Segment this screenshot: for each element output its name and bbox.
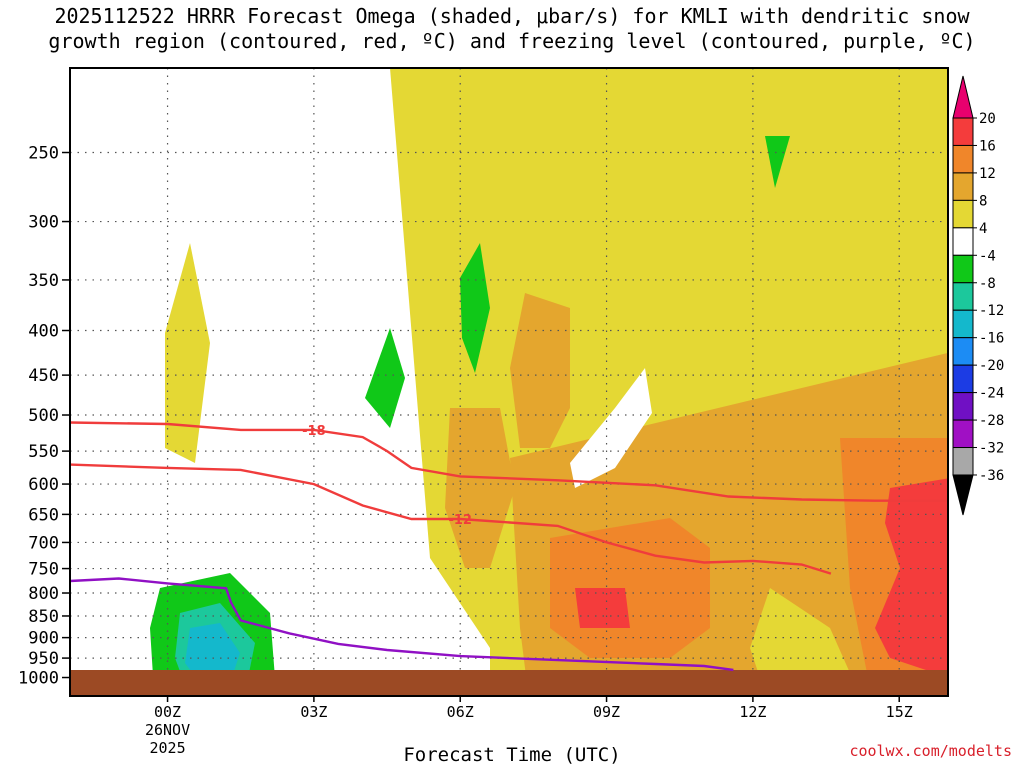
colorbar-bin-2 (952, 144, 974, 174)
colorbar-label-1: 16 (979, 138, 996, 154)
colorbar-bin-6 (952, 254, 974, 284)
colorbar-label-7: -12 (979, 303, 1004, 319)
colorbar-label-0: 20 (979, 111, 996, 127)
ytick-label-850: 850 (28, 607, 59, 627)
xtick-label-12Z: 12Z (739, 703, 766, 721)
colorbar-bottom-arrow (952, 474, 974, 516)
colorbar-bin-1 (952, 117, 974, 146)
ytick-label-250: 250 (28, 144, 59, 164)
omega-region-18 (570, 368, 652, 488)
ytick-label-400: 400 (28, 322, 59, 342)
ytick-label-900: 900 (28, 629, 59, 649)
omega-region-6 (550, 518, 710, 658)
title-line-2: growth region (contoured, red, ºC) and f… (48, 29, 976, 53)
colorbar-label-13: -36 (979, 468, 1004, 484)
omega-region-1 (165, 243, 210, 463)
ytick-label-300: 300 (28, 213, 59, 233)
colorbar-bin-3 (952, 172, 974, 201)
omega-region-14 (765, 136, 790, 188)
omega-region-4 (445, 408, 515, 568)
colorbar-label-10: -24 (979, 386, 1004, 402)
xtick-label-06Z: 06Z (447, 703, 474, 721)
colorbar-label-11: -28 (979, 413, 1004, 429)
ytick-label-700: 700 (28, 533, 59, 553)
colorbar-label-8: -16 (979, 331, 1004, 347)
colorbar-bin-12 (952, 419, 974, 449)
omega-region-9 (875, 478, 948, 678)
colorbar-label-5: -4 (979, 248, 996, 264)
omega-region-13 (460, 243, 490, 373)
contour-2 (70, 577, 734, 672)
contour-label-1: -12 (448, 513, 472, 528)
ytick-label-750: 750 (28, 560, 59, 580)
y-axis: 2503003504004505005506006507007508008509… (18, 144, 70, 689)
xtick-year-00Z: 2025 (149, 739, 185, 757)
ytick-label-1000: 1000 (18, 669, 59, 689)
colorbar-bin-8 (952, 309, 974, 339)
omega-region-3 (510, 293, 570, 448)
colorbar-bin-9 (952, 337, 974, 366)
credit-link[interactable]: coolwx.com/modelts (849, 742, 1012, 760)
ytick-label-650: 650 (28, 505, 59, 525)
ytick-label-500: 500 (28, 406, 59, 426)
colorbar-bin-10 (952, 364, 974, 394)
ytick-label-550: 550 (28, 442, 59, 462)
contour-label-0: -18 (302, 424, 326, 439)
xtick-label-15Z: 15Z (886, 703, 913, 721)
plot-frame (69, 67, 949, 697)
colorbar-bin-11 (952, 392, 974, 421)
colorbar-label-9: -20 (979, 358, 1004, 374)
colorbar-bin-13 (952, 447, 974, 476)
omega-region-15 (345, 698, 410, 733)
ytick-label-450: 450 (28, 366, 59, 386)
colorbar-bin-5 (952, 227, 974, 256)
xtick-label-03Z: 03Z (300, 703, 327, 721)
omega-region-8 (575, 588, 630, 628)
ground-fill (70, 670, 948, 696)
ytick-label-350: 350 (28, 271, 59, 291)
chart-title: 2025112522 HRRR Forecast Omega (shaded, … (0, 4, 1024, 54)
xtick-date-00Z: 26NOV (145, 721, 190, 739)
x-axis-title: Forecast Time (UTC) (403, 744, 621, 766)
title-line-1: 2025112522 HRRR Forecast Omega (shaded, … (54, 4, 970, 28)
contours: -18 -12 (70, 421, 948, 672)
colorbar-bin-7 (952, 282, 974, 311)
colorbar-bin-4 (952, 199, 974, 229)
colorbar: 20 16 12 8 4 -4 -8 -12 -16 -20 -24 -28 -32 -36 (952, 75, 1004, 516)
omega-region-12 (365, 328, 405, 428)
colorbar-top-arrow (952, 75, 974, 119)
omega-region-10 (1000, 588, 1018, 658)
contour-0 (70, 421, 948, 502)
contour-1 (70, 463, 832, 575)
xtick-label-00Z: 00Z (154, 703, 181, 721)
colorbar-label-6: -8 (979, 276, 996, 292)
colorbar-label-3: 8 (979, 193, 987, 209)
ytick-label-800: 800 (28, 584, 59, 604)
colorbar-label-4: 4 (979, 221, 987, 237)
omega-region-2 (220, 718, 270, 738)
xtick-label-09Z: 09Z (593, 703, 620, 721)
colorbar-label-12: -32 (979, 441, 1004, 457)
colorbar-label-2: 12 (979, 166, 996, 182)
ytick-label-600: 600 (28, 475, 59, 495)
ytick-label-950: 950 (28, 649, 59, 669)
